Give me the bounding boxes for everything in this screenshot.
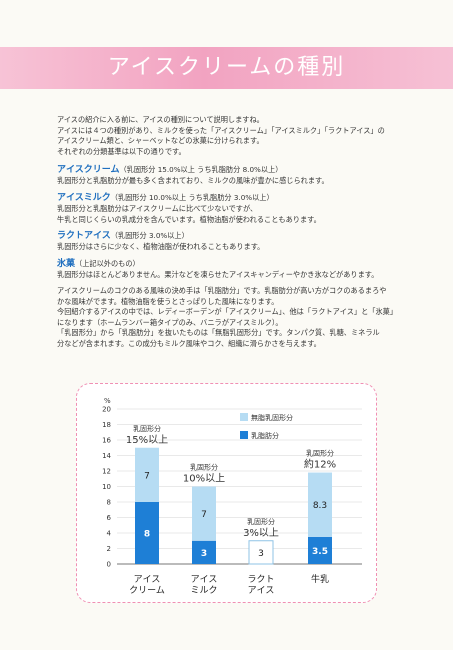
type-ice-milk: アイスミルク（乳固形分 10.0%以上 うち乳脂肪分 3.0%以上） 乳固形分と… [57,192,427,225]
type-desc: 乳固形分と乳脂肪分が最も多く含まれており、ミルクの風味が豊かに感じられます。 [57,176,329,185]
y-tick-label: 2 [107,545,111,553]
y-tick-label: 0 [107,561,111,569]
y-tick-label: 14 [102,452,111,460]
y-tick-label: 6 [107,514,112,522]
data-label: 3 [258,549,264,559]
intro-line: アイスの紹介に入る前に、アイスの種別について説明しますね。 [57,115,264,124]
type-name: ラクトアイス [57,231,111,241]
type-name: 氷菓 [57,259,76,269]
type-name: アイスミルク [57,193,111,203]
data-label: 7 [144,471,150,481]
data-label: 7 [201,510,207,520]
data-label: 3 [201,549,207,559]
intro-line: アイスクリーム類と、シャーベットなどの氷菓に分けられます。 [57,136,264,146]
y-tick-label: 12 [102,468,111,476]
data-label: 8 [144,530,150,540]
type-spec: （上記以外のもの） [75,259,140,268]
bar-annotation-value: 15%以上 [126,434,168,446]
x-tick-label: アイス [134,575,161,585]
legend-label: 無脂乳固形分 [251,413,293,422]
detail-line: になります（ホームランバー箱タイプのみ、バニラがアイスミルク）。 [57,317,283,327]
detail-line: 分などが含まれます。この成分もミルク風味やコク、組織に滑らかさを与えます。 [57,338,321,348]
type-ice-cream: アイスクリーム（乳固形分 15.0%以上 うち乳脂肪分 8.0%以上） 乳固形分… [57,164,427,187]
intro-line: アイスには４つの種別があり、ミルクを使った「アイスクリーム」「アイスミルク」「ラ… [57,125,385,135]
type-hyoka: 氷菓（上記以外のもの） 乳固形分はほとんどありません。果汁などを凍らせたアイスキ… [57,258,427,281]
type-spec: （乳固形分 10.0%以上 うち乳脂肪分 3.0%以上） [110,193,274,202]
x-tick-label: ラクト [247,574,274,585]
type-desc: 乳固形分と乳脂肪分はアイスクリームに比べて少ないですが、 [57,204,258,213]
bar-segment-milk-fat [192,540,216,564]
y-tick-label: 20 [102,406,111,414]
y-tick-label: 16 [102,437,111,445]
type-desc: 乳固形分はさらに少なく、植物油脂が使われることもあります。 [57,242,265,251]
bar-segment-non-fat-solids [192,486,216,541]
y-tick-label: 10 [102,483,111,491]
y-tick-label: 18 [102,421,111,429]
x-tick-label: ミルク [190,585,217,596]
detail-line: 今回紹介するアイスの中では、レディーボーデンが「アイスクリーム」、他は「ラクトア… [57,307,398,317]
legend-label: 乳脂肪分 [251,431,279,440]
title-banner: アイスクリームの種別 [0,47,453,89]
type-name: アイスクリーム [57,165,120,175]
data-label: 3.5 [312,547,328,557]
intro-paragraph: アイスの紹介に入る前に、アイスの種別について説明しますね。 アイスには４つの種別… [57,115,427,157]
intro-line: それぞれの分類基準は以下の通りです。 [57,146,186,156]
bar-segment-non-fat-solids [135,447,159,502]
bar-annotation-label: 乳固形分 [306,449,334,458]
x-tick-label: 牛乳 [311,573,329,585]
bar-annotation-value: 10%以上 [183,473,225,485]
y-unit-label: % [104,397,111,405]
legend-swatch-non-fat-solids [240,413,248,421]
bar-annotation-value: 約12% [304,458,336,471]
bar-annotation-label: 乳固形分 [133,424,161,433]
data-label: 8.3 [313,501,327,511]
detail-line: かな風味がでます。植物油脂を使うとさっぱりした風味になります。 [57,296,279,306]
type-spec: （乳固形分 15.0%以上 うち乳脂肪分 8.0%以上） [119,165,283,174]
detail-paragraph: アイスクリームのコクのある風味の決め手は「乳脂肪分」です。乳脂肪分が高い方がコク… [57,286,427,350]
bar-segment-milk-fat [135,502,159,564]
type-desc: 乳固形分はほとんどありません。果汁などを凍らせたアイスキャンディーやかき氷などが… [57,270,379,279]
page-title: アイスクリームの種別 [107,55,346,80]
x-tick-label: アイス [191,575,218,585]
x-tick-label: クリーム [129,585,165,596]
y-tick-label: 4 [107,530,112,538]
x-tick-label: アイス [248,586,275,596]
type-desc: 牛乳と同じくらいの乳成分を含んでいます。植物油脂が使われることもあります。 [57,214,321,224]
type-spec: （乳固形分 3.0%以上） [110,231,189,240]
bar-annotation-label: 乳固形分 [247,517,275,526]
bar-segment-non-fat-solids [248,540,274,565]
bar-annotation-label: 乳固形分 [190,463,218,472]
detail-line: アイスクリームのコクのある風味の決め手は「乳脂肪分」です。乳脂肪分が高い方がコク… [57,286,387,295]
bar-annotation-value: 3%以上 [243,527,279,539]
bar-segment-non-fat-solids [308,472,332,537]
detail-line: 「乳固形分」から「乳脂肪分」を抜いたものは「無脂乳固形分」です。タンパク質、乳糖… [57,328,380,338]
bar-segment-milk-fat [308,536,332,564]
type-lacto-ice: ラクトアイス（乳固形分 3.0%以上） 乳固形分はさらに少なく、植物油脂が使われ… [57,230,427,253]
legend-swatch-milk-fat [240,431,248,439]
y-tick-label: 8 [107,499,111,507]
